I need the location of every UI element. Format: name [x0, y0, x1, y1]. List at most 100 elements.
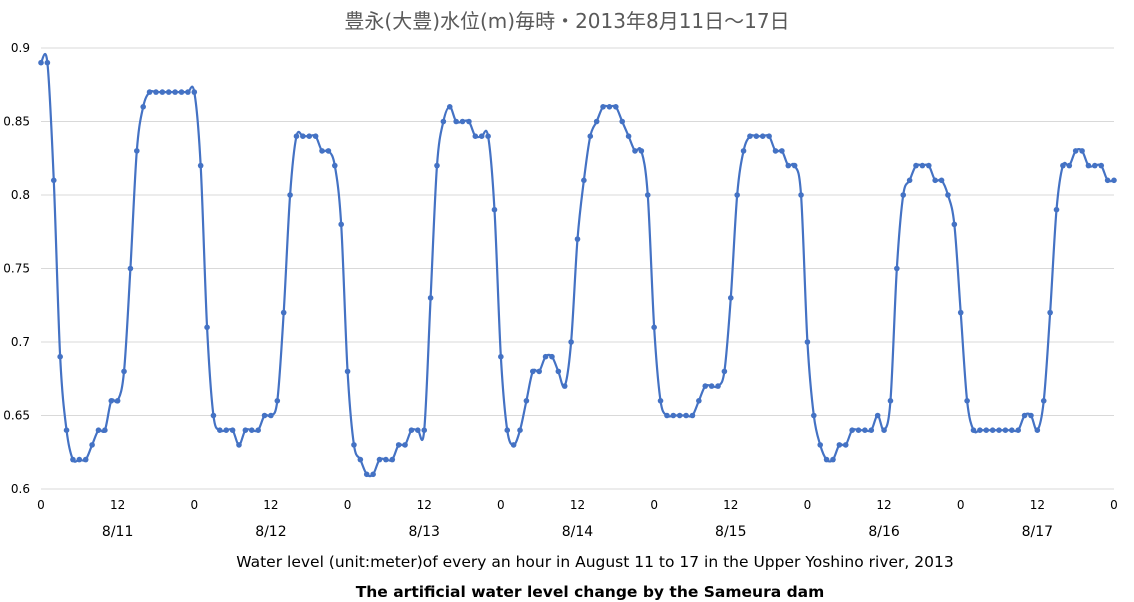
- data-point: [542, 353, 549, 360]
- data-point: [95, 427, 102, 434]
- chart-caption: The artificial water level change by the…: [356, 583, 825, 601]
- data-point: [938, 177, 945, 184]
- x-tick-label: 0: [804, 498, 812, 512]
- data-point: [287, 192, 293, 198]
- day-labels: 8/11 8/12 8/13 8/14 8/15 8/16 8/17: [102, 524, 1053, 540]
- data-point: [338, 221, 344, 228]
- data-point: [472, 133, 479, 139]
- data-point: [887, 398, 894, 404]
- data-point: [248, 427, 255, 434]
- data-point: [344, 368, 351, 375]
- data-point: [804, 339, 811, 345]
- data-point: [613, 104, 619, 110]
- data-point: [715, 383, 721, 389]
- data-point: [229, 427, 236, 434]
- data-point: [108, 398, 115, 404]
- data-point: [197, 162, 204, 169]
- data-point: [708, 383, 715, 389]
- data-point: [753, 133, 760, 139]
- data-point: [913, 162, 919, 169]
- data-point: [619, 118, 626, 125]
- data-point: [689, 412, 696, 419]
- data-point: [1021, 412, 1028, 419]
- data-point: [57, 353, 63, 360]
- data-point: [555, 368, 562, 375]
- data-point: [581, 177, 587, 184]
- y-tick-label: 0.85: [3, 115, 30, 129]
- data-point: [114, 398, 121, 404]
- data-point: [638, 148, 645, 154]
- data-point: [549, 353, 555, 360]
- data-point: [740, 148, 747, 154]
- data-point: [268, 412, 274, 419]
- data-point: [996, 427, 1002, 434]
- data-point: [165, 89, 172, 95]
- series-water-level: [38, 52, 1117, 478]
- data-point: [434, 162, 440, 169]
- x-axis-ticks: 0 12 0 12 0 12 0 12 0 12 0 12 0 12 0: [37, 498, 1118, 512]
- x-tick-label: 0: [497, 498, 505, 512]
- x-tick-label: 0: [957, 498, 965, 512]
- data-point: [632, 148, 638, 154]
- y-tick-label: 0.75: [3, 262, 30, 276]
- data-point: [70, 456, 76, 463]
- data-point: [331, 162, 338, 169]
- data-point: [210, 412, 217, 419]
- data-point: [485, 133, 491, 139]
- data-point: [191, 89, 198, 95]
- y-tick-label: 0.9: [11, 41, 30, 55]
- x-tick-label: 0: [344, 498, 352, 512]
- data-point: [849, 427, 855, 434]
- data-point: [683, 412, 689, 419]
- data-point: [383, 456, 389, 463]
- data-point: [785, 162, 792, 169]
- data-point: [1111, 177, 1117, 184]
- data-point: [446, 104, 453, 110]
- data-point: [389, 456, 396, 463]
- day-label: 8/17: [1022, 524, 1053, 540]
- data-point: [478, 133, 485, 139]
- data-point: [1072, 148, 1079, 154]
- x-tick-label: 12: [570, 498, 585, 512]
- data-point: [306, 133, 313, 139]
- day-label: 8/15: [715, 524, 746, 540]
- data-point: [38, 59, 44, 66]
- data-point: [146, 89, 153, 95]
- data-point: [491, 206, 498, 213]
- data-point: [1053, 206, 1060, 213]
- data-point: [1015, 427, 1021, 434]
- data-point: [625, 133, 632, 139]
- data-point: [293, 133, 300, 139]
- data-point: [44, 59, 51, 66]
- chart-subtitle: Water level (unit:meter)of every an hour…: [236, 553, 953, 571]
- data-point: [811, 412, 817, 419]
- data-point: [102, 427, 108, 434]
- data-point: [791, 162, 798, 169]
- data-point: [402, 442, 408, 448]
- data-point: [925, 162, 932, 169]
- data-point: [178, 89, 185, 95]
- data-point: [1028, 412, 1034, 419]
- data-point: [159, 89, 166, 95]
- data-point: [255, 427, 261, 434]
- data-point: [1104, 177, 1111, 184]
- data-point: [823, 456, 830, 463]
- data-point: [721, 368, 728, 375]
- data-point: [153, 89, 159, 95]
- data-point: [1009, 427, 1015, 434]
- data-point: [772, 148, 779, 154]
- data-point: [274, 398, 281, 404]
- data-point: [312, 133, 319, 139]
- x-tick-label: 12: [1030, 498, 1045, 512]
- data-point: [1034, 427, 1041, 434]
- data-point: [919, 162, 926, 169]
- data-point: [587, 133, 594, 139]
- data-point: [76, 456, 83, 463]
- data-point: [759, 133, 766, 139]
- data-point: [504, 427, 511, 434]
- data-point: [408, 427, 415, 434]
- data-point: [261, 412, 268, 419]
- data-point: [127, 265, 134, 272]
- data-point: [1092, 162, 1098, 169]
